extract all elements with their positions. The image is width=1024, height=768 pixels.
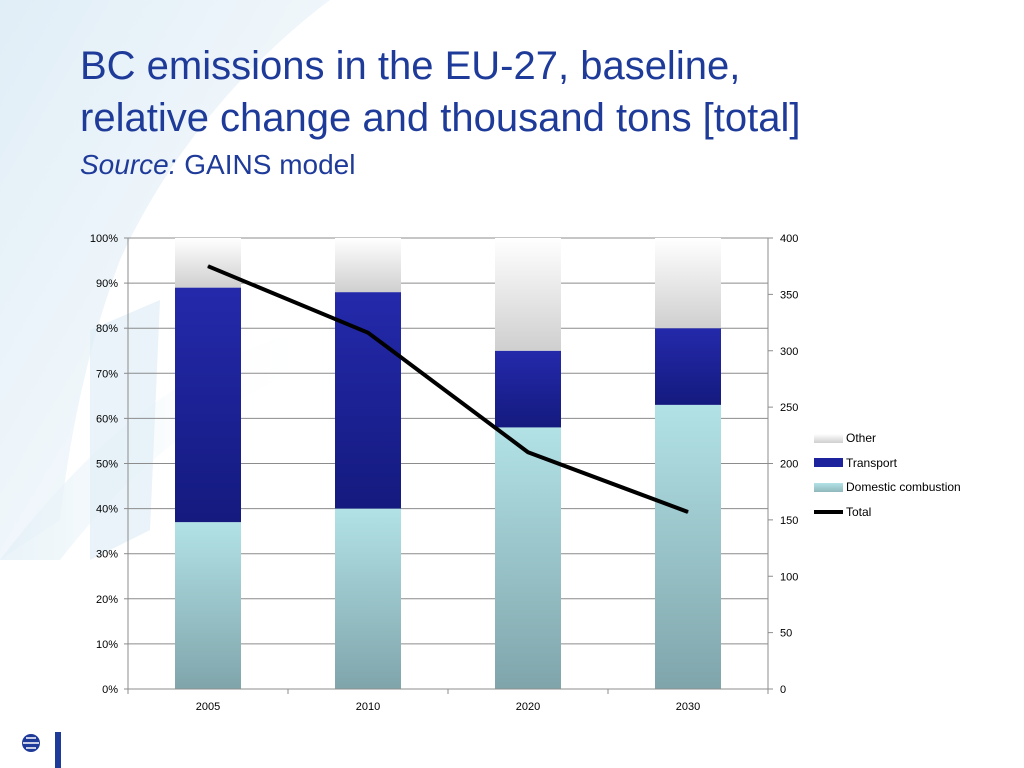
bar-transport-2010 [335, 292, 401, 509]
bar-transport-2005 [175, 287, 241, 523]
y-right-tick-label: 50 [780, 628, 792, 640]
legend-swatch-transport [814, 458, 843, 468]
subtitle-source-label: Source: [80, 149, 177, 180]
y-right-tick-label: 100 [780, 571, 798, 583]
x-tick-label: 2020 [516, 701, 540, 713]
iiasa-logo [22, 734, 40, 752]
legend-swatch-domestic [814, 482, 843, 492]
y-left-tick-label: 40% [96, 504, 118, 516]
bar-transport-2020 [495, 350, 561, 428]
slide-subtitle: Source: GAINS model [80, 148, 1000, 182]
bar-domestic-combustion-2030 [655, 404, 721, 689]
legend-label-domestic: Domestic combustion [846, 480, 961, 495]
y-right-tick-label: 300 [780, 346, 798, 358]
legend-label-transport: Transport [846, 455, 897, 470]
y-right-tick-label: 250 [780, 402, 798, 414]
y-right-tick-label: 0 [780, 684, 786, 696]
y-left-tick-label: 100% [90, 233, 118, 245]
chart-legend: Other Transport Domestic combustion Tota… [814, 426, 961, 524]
y-right-tick-label: 350 [780, 289, 798, 301]
bar-transport-2030 [655, 328, 721, 405]
legend-label-other: Other [846, 431, 877, 446]
y-left-tick-label: 60% [96, 413, 118, 425]
bar-other-2005 [175, 238, 241, 288]
bar-domestic-combustion-2005 [175, 522, 241, 689]
logo-divider [55, 732, 61, 768]
series-line-total [207, 264, 689, 514]
legend-item-transport: Transport [814, 451, 961, 476]
y-right-tick-label: 150 [780, 515, 798, 527]
y-left-tick-label: 50% [96, 459, 118, 471]
x-tick-label: 2005 [196, 701, 220, 713]
slide-title-line-1: BC emissions in the EU-27, baseline, [80, 44, 741, 88]
y-left-tick-label: 80% [96, 323, 118, 335]
legend-item-other: Other [814, 426, 961, 451]
point-total-2020 [527, 451, 529, 453]
point-total-2010 [367, 332, 369, 334]
x-tick-label: 2030 [676, 701, 700, 713]
bar-domestic-combustion-2020 [495, 427, 561, 689]
legend-label-total: Total [846, 504, 872, 519]
legend-swatch-other [814, 433, 843, 443]
y-left-tick-label: 10% [96, 639, 118, 651]
bar-domestic-combustion-2010 [335, 508, 401, 689]
y-left-tick-label: 0% [102, 684, 118, 696]
y-left-tick-label: 30% [96, 549, 118, 561]
bar-other-2030 [655, 238, 721, 329]
slide-title-line-2: relative change and thousand tons [total… [80, 96, 801, 140]
legend-item-domestic: Domestic combustion [814, 475, 961, 500]
point-total-2005 [207, 265, 209, 267]
subtitle-model: GAINS model [176, 149, 356, 180]
legend-swatch-total [814, 509, 843, 514]
y-left-tick-label: 70% [96, 368, 118, 380]
y-right-tick-label: 200 [780, 459, 798, 471]
legend-item-total: Total [814, 500, 961, 525]
y-left-tick-label: 90% [96, 278, 118, 290]
y-right-tick-label: 400 [780, 233, 798, 245]
bar-other-2010 [335, 238, 401, 293]
point-total-2030 [687, 511, 689, 513]
bar-other-2020 [495, 238, 561, 351]
x-tick-label: 2010 [356, 701, 380, 713]
title-block: BC emissions in the EU-27, baseline, rel… [80, 40, 1000, 182]
y-left-tick-label: 20% [96, 594, 118, 606]
